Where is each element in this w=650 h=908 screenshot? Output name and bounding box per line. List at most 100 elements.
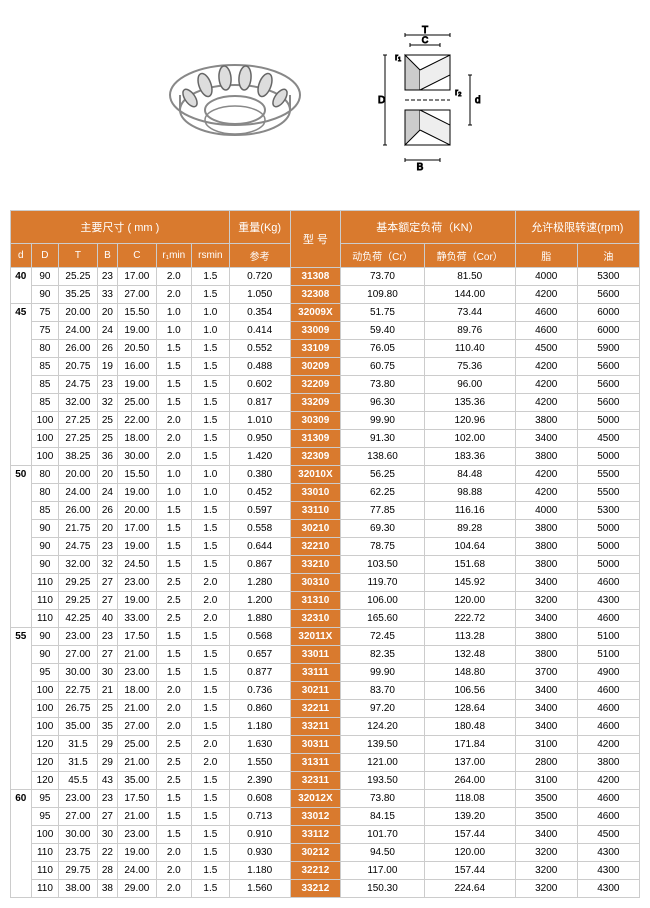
cell-r1: 2.0 (156, 862, 192, 880)
cell-C: 17.50 (118, 790, 156, 808)
top-illustrations: T C r₁ r₂ D d B (10, 10, 640, 190)
cell-C: 21.00 (118, 646, 156, 664)
cell-o: 5900 (577, 340, 639, 358)
cell-rs: 1.5 (192, 520, 230, 538)
cell-C: 21.00 (118, 700, 156, 718)
cell-model: 33110 (290, 502, 340, 520)
cell-C: 25.00 (118, 736, 156, 754)
table-row: 11042.254033.002.52.01.88032310165.60222… (11, 610, 640, 628)
cell-rs: 1.5 (192, 412, 230, 430)
cell-w: 0.867 (229, 556, 290, 574)
cell-cr: 139.50 (341, 736, 425, 754)
cell-r1: 1.5 (156, 502, 192, 520)
cell-r1: 2.5 (156, 592, 192, 610)
cell-cr: 73.70 (341, 268, 425, 286)
cell-o: 5100 (577, 628, 639, 646)
cell-T: 25.25 (59, 268, 97, 286)
cell-g: 4200 (515, 358, 577, 376)
cell-g: 3400 (515, 430, 577, 448)
cell-cor: 96.00 (424, 376, 515, 394)
cell-model: 33009 (290, 322, 340, 340)
cell-rs: 1.5 (192, 808, 230, 826)
cell-w: 0.910 (229, 826, 290, 844)
cell-cor: 183.36 (424, 448, 515, 466)
cell-r1: 1.5 (156, 556, 192, 574)
cell-B: 35 (97, 718, 118, 736)
cell-B: 30 (97, 664, 118, 682)
cell-r1: 2.5 (156, 610, 192, 628)
cell-C: 21.00 (118, 754, 156, 772)
cell-cor: 151.68 (424, 556, 515, 574)
cell-d: 50 (11, 466, 32, 628)
cell-cor: 135.36 (424, 394, 515, 412)
cell-o: 4600 (577, 574, 639, 592)
cell-D: 90 (31, 556, 59, 574)
cell-o: 4300 (577, 880, 639, 898)
cell-B: 20 (97, 304, 118, 322)
cell-r1: 2.5 (156, 772, 192, 790)
table-row: 7524.002419.001.01.00.4143300959.4089.76… (11, 322, 640, 340)
cell-cor: 113.28 (424, 628, 515, 646)
table-row: 12031.52925.002.52.01.63030311139.50171.… (11, 736, 640, 754)
cell-model: 32211 (290, 700, 340, 718)
cell-g: 4600 (515, 322, 577, 340)
cell-C: 22.00 (118, 412, 156, 430)
cell-cor: 118.08 (424, 790, 515, 808)
cell-cor: 139.20 (424, 808, 515, 826)
cell-g: 3800 (515, 646, 577, 664)
cell-cor: 116.16 (424, 502, 515, 520)
cell-w: 0.860 (229, 700, 290, 718)
cell-r1: 1.5 (156, 520, 192, 538)
cell-w: 0.488 (229, 358, 290, 376)
table-row: 9035.253327.002.01.51.05032308109.80144.… (11, 286, 640, 304)
cell-T: 26.75 (59, 700, 97, 718)
cell-T: 27.00 (59, 808, 97, 826)
cell-T: 26.00 (59, 502, 97, 520)
cell-cor: 264.00 (424, 772, 515, 790)
cell-D: 90 (31, 538, 59, 556)
cell-rs: 1.5 (192, 880, 230, 898)
cell-cor: 120.00 (424, 592, 515, 610)
cell-rs: 2.0 (192, 754, 230, 772)
table-row: 11038.003829.002.01.51.56033212150.30224… (11, 880, 640, 898)
cell-D: 95 (31, 664, 59, 682)
cell-C: 17.00 (118, 268, 156, 286)
cell-rs: 1.5 (192, 538, 230, 556)
cell-rs: 1.5 (192, 502, 230, 520)
cell-cor: 180.48 (424, 718, 515, 736)
cell-B: 25 (97, 430, 118, 448)
cell-cr: 51.75 (341, 304, 425, 322)
cell-model: 31310 (290, 592, 340, 610)
cell-T: 24.75 (59, 538, 97, 556)
header-grease: 脂 (515, 244, 577, 268)
cell-r1: 2.0 (156, 700, 192, 718)
cell-T: 21.75 (59, 520, 97, 538)
cell-w: 1.180 (229, 862, 290, 880)
cell-w: 0.817 (229, 394, 290, 412)
cell-cr: 165.60 (341, 610, 425, 628)
cell-C: 35.00 (118, 772, 156, 790)
cell-D: 110 (31, 880, 59, 898)
cell-cor: 120.00 (424, 844, 515, 862)
cell-w: 0.720 (229, 268, 290, 286)
cell-w: 0.950 (229, 430, 290, 448)
cell-o: 5000 (577, 520, 639, 538)
cell-rs: 1.5 (192, 448, 230, 466)
cell-cr: 106.00 (341, 592, 425, 610)
cell-g: 3800 (515, 448, 577, 466)
cell-T: 35.00 (59, 718, 97, 736)
label-C: C (422, 35, 429, 45)
cell-model: 30211 (290, 682, 340, 700)
cell-g: 4500 (515, 340, 577, 358)
header-static: 静负荷（Cor） (424, 244, 515, 268)
cell-cor: 106.56 (424, 682, 515, 700)
cell-T: 29.25 (59, 574, 97, 592)
cell-C: 21.00 (118, 808, 156, 826)
cell-T: 20.75 (59, 358, 97, 376)
cell-cr: 56.25 (341, 466, 425, 484)
cell-C: 19.00 (118, 376, 156, 394)
cell-B: 27 (97, 574, 118, 592)
cell-B: 26 (97, 340, 118, 358)
cell-w: 0.552 (229, 340, 290, 358)
cell-cr: 83.70 (341, 682, 425, 700)
